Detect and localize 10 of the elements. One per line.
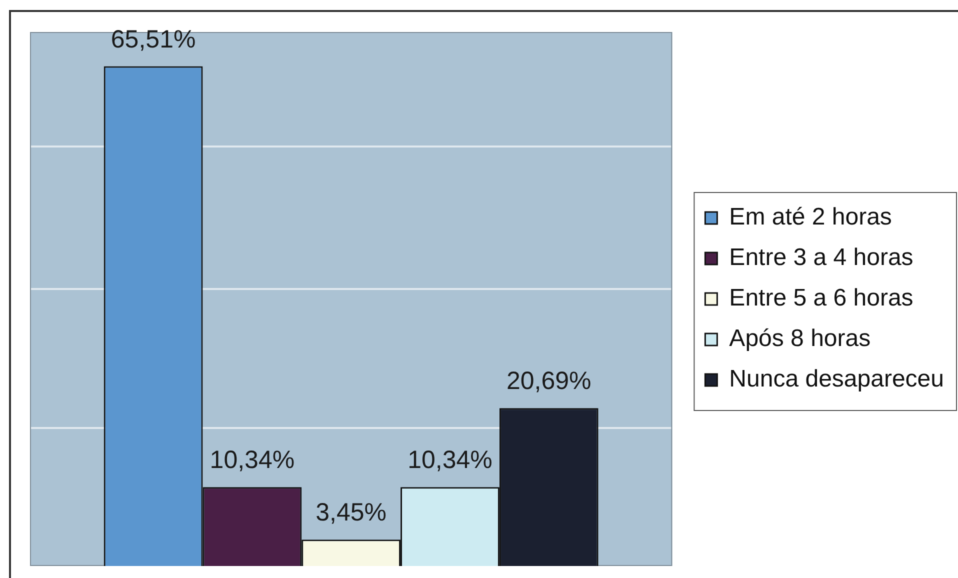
data-label: 65,51% [110,25,196,54]
data-label: 10,34% [408,446,492,474]
data-label: 10,34% [210,446,295,474]
legend-label: Em até 2 horas [729,204,892,231]
data-label: 3,45% [316,498,387,527]
legend-label: Entre 5 a 6 horas [729,284,914,312]
legend-label: Após 8 horas [729,325,871,352]
legend-label: Entre 3 a 4 horas [729,244,914,272]
legend-label: Nunca desapareceu [729,366,944,393]
data-label: 20,69% [506,367,592,396]
